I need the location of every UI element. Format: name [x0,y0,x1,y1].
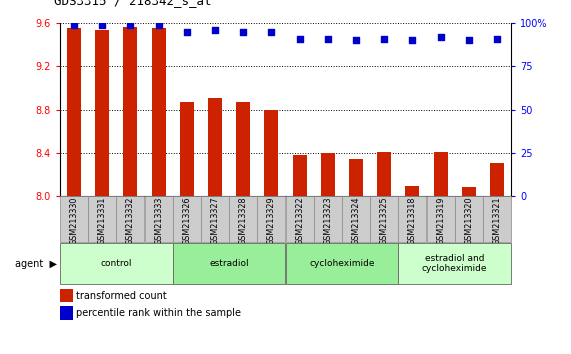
Text: GDS3315 / 218342_s_at: GDS3315 / 218342_s_at [54,0,212,7]
Point [70,22,79,28]
Bar [455,196,482,242]
Bar [173,243,286,284]
Bar [427,196,455,242]
Bar [60,243,172,284]
Point [295,36,304,41]
Point [98,22,107,28]
Point [267,29,276,35]
Point [436,34,445,40]
Bar [370,196,398,242]
Bar [144,196,172,242]
Bar [180,102,194,196]
Point [408,38,417,43]
Bar [60,289,73,302]
Bar [349,159,363,196]
Text: GSM213333: GSM213333 [154,196,163,245]
Text: GSM213321: GSM213321 [492,196,501,245]
Bar [264,110,279,196]
Bar [236,102,250,196]
Text: GSM213332: GSM213332 [126,196,135,245]
Point [182,29,191,35]
Bar [286,243,398,284]
Point [126,22,135,28]
Bar [483,196,511,242]
Text: GSM213323: GSM213323 [323,196,332,245]
Bar [208,98,222,196]
Text: GSM213326: GSM213326 [182,196,191,245]
Text: GSM213328: GSM213328 [239,196,248,245]
Bar [321,153,335,196]
Point [464,38,473,43]
Text: GSM213331: GSM213331 [98,196,107,245]
Bar [151,28,166,196]
Bar [229,196,257,242]
Text: transformed count: transformed count [77,291,167,301]
Bar [292,155,307,196]
Text: estradiol: estradiol [210,259,249,268]
Point [323,36,332,41]
Bar [342,196,370,242]
Point [351,38,360,43]
Text: GSM213325: GSM213325 [380,196,389,245]
Text: GSM213319: GSM213319 [436,196,445,245]
Bar [490,163,504,196]
Bar [95,29,109,196]
Bar [89,196,116,242]
Bar [399,243,511,284]
Text: GSM213329: GSM213329 [267,196,276,245]
Text: percentile rank within the sample: percentile rank within the sample [77,308,242,318]
Text: control: control [100,259,132,268]
Point [492,36,501,41]
Text: estradiol and
cycloheximide: estradiol and cycloheximide [422,254,488,273]
Bar [60,306,73,320]
Text: GSM213322: GSM213322 [295,196,304,245]
Text: GSM213318: GSM213318 [408,196,417,245]
Point [211,27,220,33]
Bar [286,196,313,242]
Bar [405,185,420,196]
Text: GSM213320: GSM213320 [464,196,473,245]
Point [380,36,389,41]
Bar [314,196,342,242]
Bar [67,28,81,196]
Text: GSM213330: GSM213330 [70,196,79,245]
Bar [258,196,286,242]
Text: GSM213327: GSM213327 [211,196,219,245]
Bar [60,196,88,242]
Bar [173,196,201,242]
Bar [433,152,448,196]
Bar [201,196,229,242]
Bar [123,27,138,196]
Text: cycloheximide: cycloheximide [309,259,375,268]
Text: agent  ▶: agent ▶ [15,259,57,269]
Bar [116,196,144,242]
Bar [462,187,476,196]
Point [239,29,248,35]
Bar [399,196,427,242]
Text: GSM213324: GSM213324 [352,196,360,245]
Bar [377,152,391,196]
Point [154,22,163,28]
